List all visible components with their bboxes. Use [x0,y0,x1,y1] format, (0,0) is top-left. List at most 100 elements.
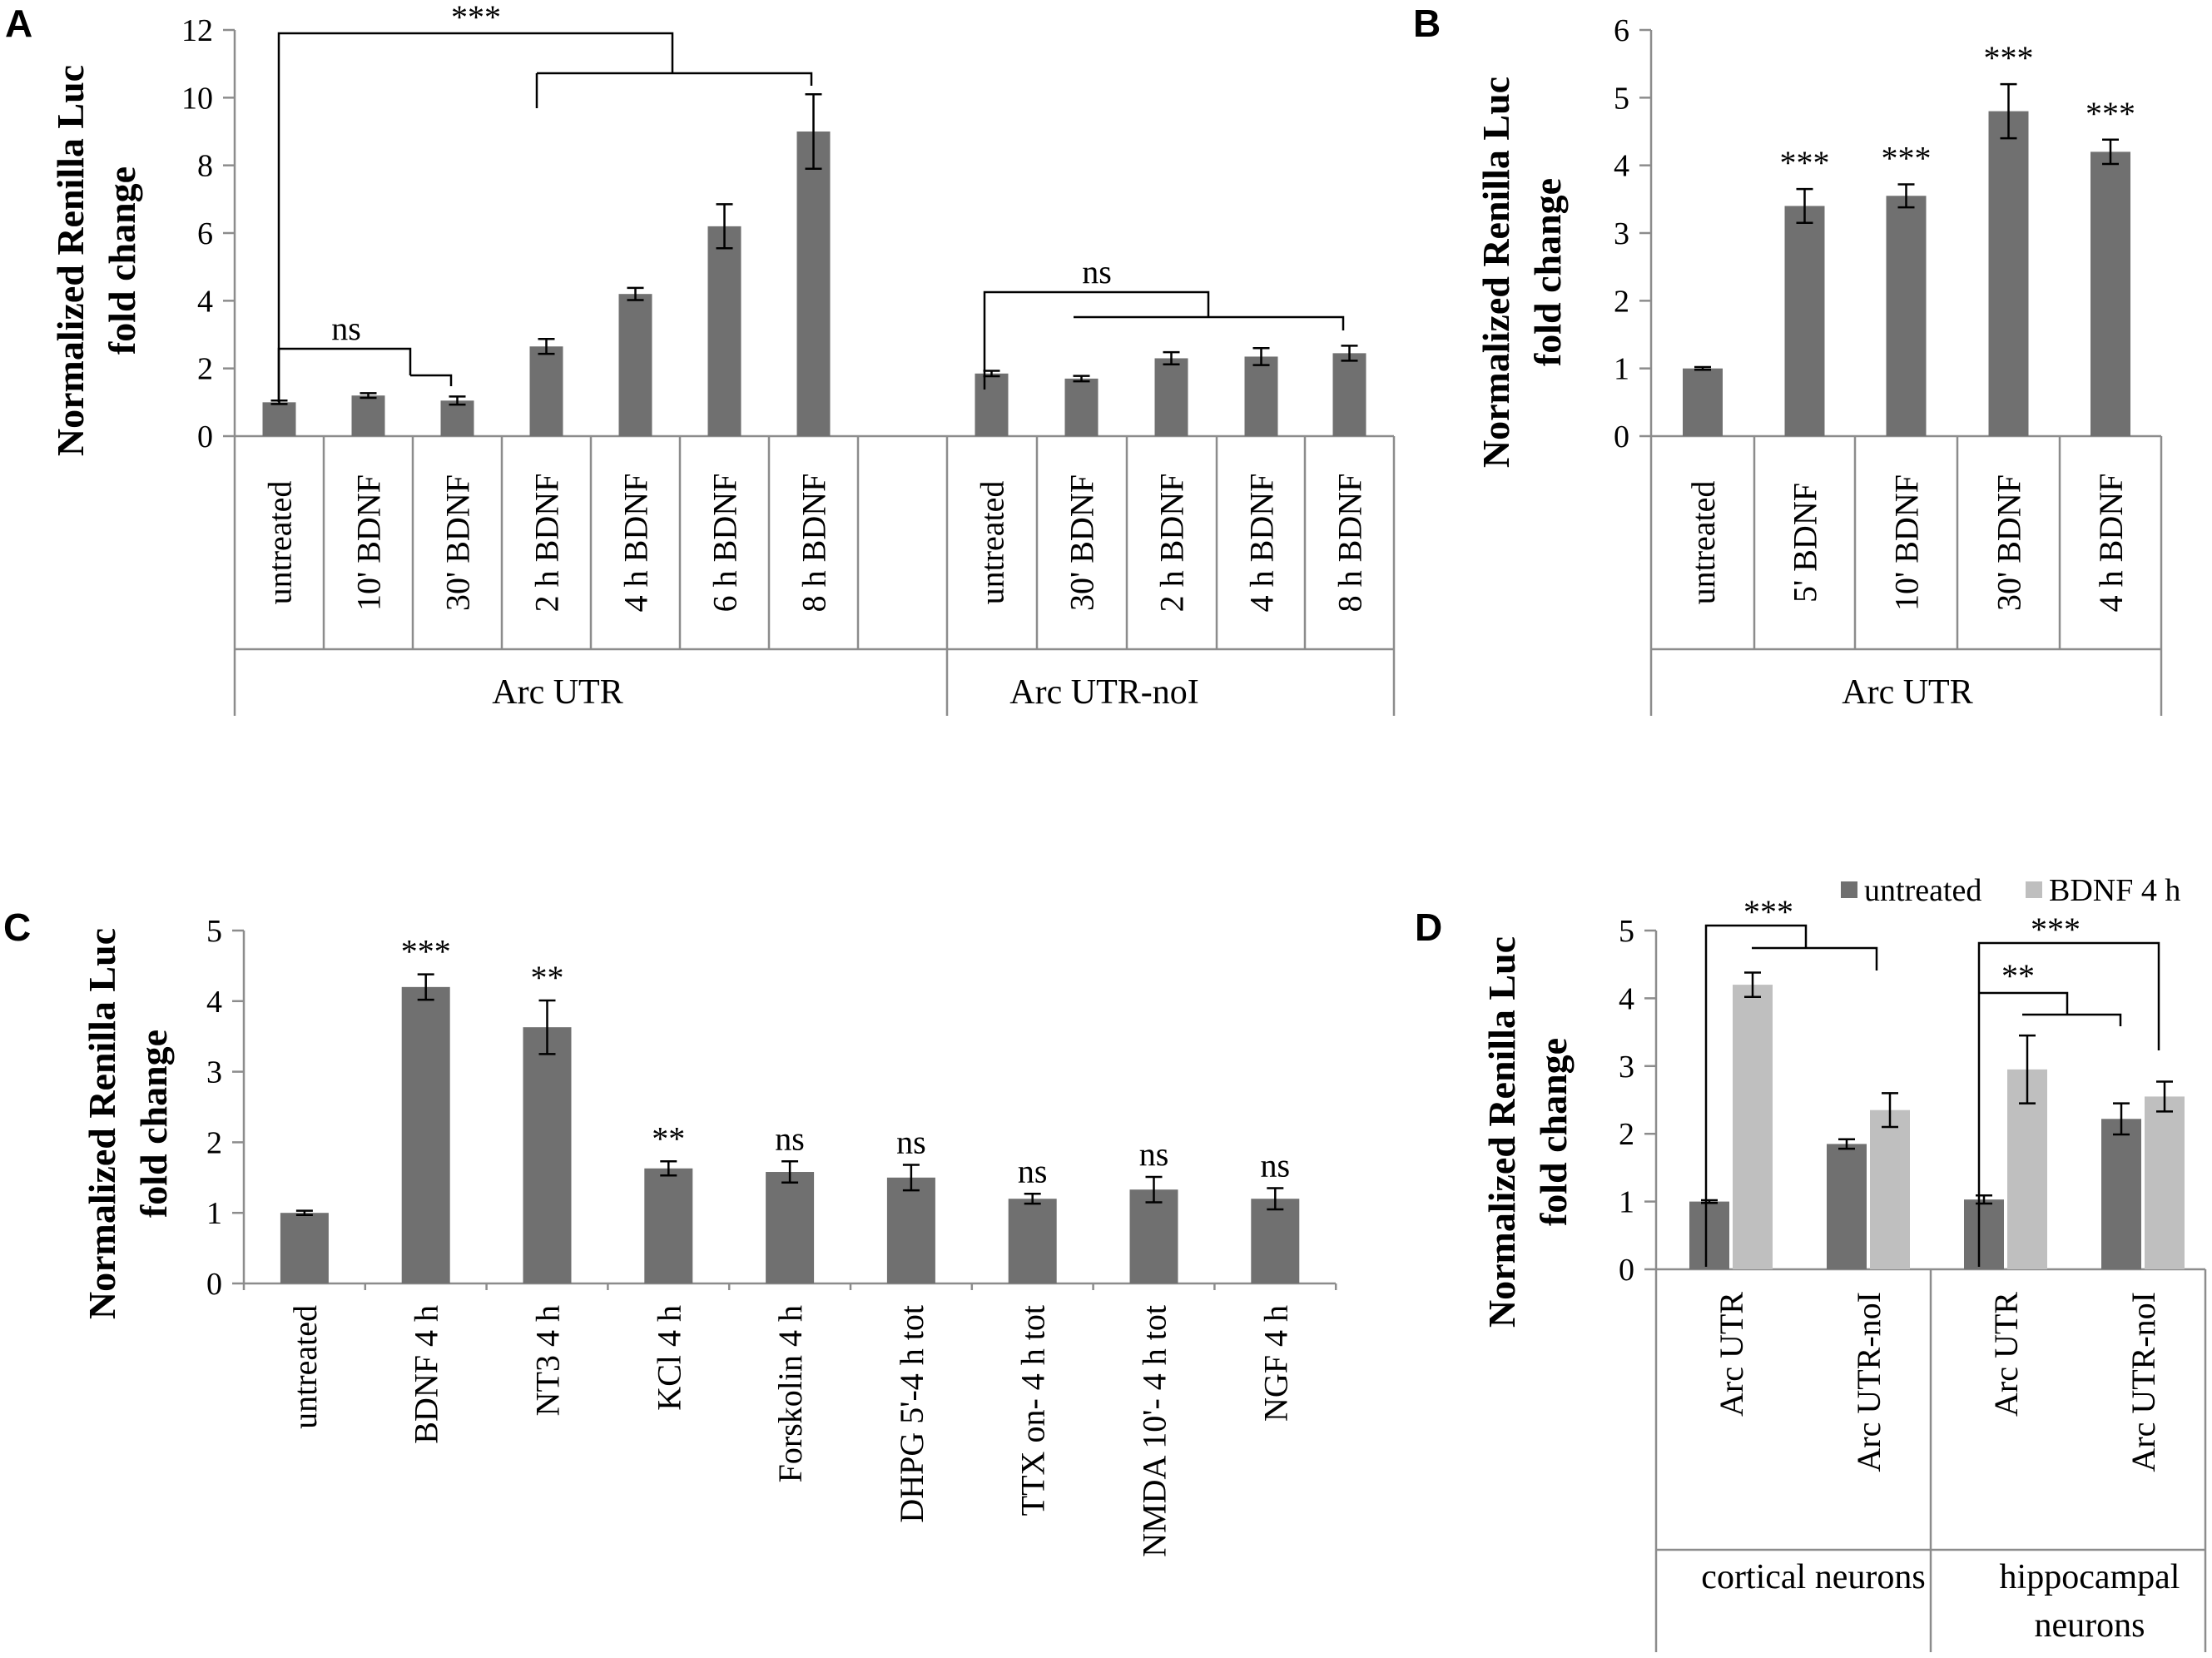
panel-a-bar-arc-utr-noi-8-h-bdnf [1332,353,1366,436]
panel-d: D Normalized Renilla Luc fold change 0 1 2… [1415,873,2207,1652]
panel-d-bar-cortical-neurons-arc-utr-noi-untreated [1827,1144,1867,1269]
panel-b-category-label: 4 h BDNF [2092,474,2130,613]
panel-a-bar-arc-utr-2-h-bdnf [529,346,563,436]
legend-label-bdnf-4h: BDNF 4 h [2049,873,2180,908]
panel-a-bracket-ns-right [983,290,1345,390]
panel-a-category-label: 4 h BDNF [617,474,655,613]
panel-a-category-label: 8 h BDNF [796,474,833,613]
panel-c-y-tick-label: 0 [206,1267,222,1302]
panel-b-group-label: Arc UTR [1842,673,1972,712]
panel-b-bar-untreated [1683,368,1723,436]
panel-c-y-tick-label: 2 [206,1125,222,1160]
panel-c-ylabel-line1: Normalized Renilla Luc [81,928,123,1319]
panel-c-significance-label: ns [1139,1135,1169,1173]
panel-c-bar-bdnf-4-h [401,986,450,1283]
panel-a-sig-ns-left: ns [331,310,361,347]
panel-d-category-labels: Arc UTR Arc UTR-noI Arc UTR Arc UTR-noI [1713,1292,2162,1472]
panel-d-bracket-cortical [1704,924,1878,1267]
panel-d-category-label: Arc UTR-noI [1850,1292,1887,1472]
panel-a: A Normalized Renilla Luc fold change 0 2 4… [5,0,1396,716]
panel-a-group-label-arc-utr: Arc UTR [492,673,622,712]
panel-c-significance-label: *** [401,933,451,970]
panel-a-y-tick-label: 6 [197,216,213,251]
panel-d-y-tick-label: 4 [1619,981,1634,1016]
panel-b-significance-label: *** [1780,144,1830,181]
panel-d-bar-hippocampal-neurons-arc-utr-noi-bdnf-4-h [2145,1096,2185,1269]
panel-b-category-label: 5' BDNF [1787,483,1824,603]
panel-c-axis-frame [242,1282,1337,1290]
panel-a-bracket-main [277,32,674,402]
panel-c-bars [280,973,1300,1283]
panel-c-y-tick-label: 5 [206,914,222,949]
panel-b-y-tick-label: 1 [1614,352,1629,387]
panel-c-bar-nmda-10-4-h-tot [1129,1189,1178,1283]
panel-c-y-tick-label: 4 [206,985,222,1020]
panel-c-category-label: NMDA 10'- 4 h tot [1136,1305,1173,1557]
panel-c-bar-kcl-4-h [644,1168,693,1283]
panel-b-category-label: 30' BDNF [1991,474,2028,611]
panel-c-y-tick-label: 1 [206,1196,222,1231]
panel-c-category-label: DHPG 5'-4 h tot [893,1305,930,1523]
panel-c-ylabel-line2: fold change [132,1030,175,1218]
panel-c-significance-label: ns [1261,1147,1291,1184]
panel-c-bar-ttx-on-4-h-tot [1008,1199,1057,1283]
panel-a-category-label: 30' BDNF [1064,474,1101,611]
panel-b-bar-4-h-bdnf [2090,151,2130,436]
panel-a-category-label: 30' BDNF [439,474,477,611]
panel-c-category-label: KCl 4 h [650,1305,687,1411]
panel-d-group-label-hippocampal-line2: neurons [2035,1606,2145,1645]
panel-c-category-label: NT3 4 h [529,1305,567,1416]
panel-a-category-labels: untreated 10' BDNF 30' BDNF 2 h BDNF 4 h BDN… [261,474,1369,613]
panel-d-bars [1689,971,2185,1269]
panel-a-category-label: untreated [261,481,299,605]
panel-b-significance-label: *** [1984,39,2034,77]
panel-d-bar-cortical-neurons-arc-utr-untreated [1689,1201,1729,1269]
panel-c-category-label: TTX on- 4 h tot [1014,1305,1052,1516]
panel-b-y-tick-label: 5 [1614,81,1629,116]
panel-b-letter: B [1413,2,1441,45]
panel-b-y-tick-label: 2 [1614,284,1629,319]
panel-d-bar-hippocampal-neurons-arc-utr-untreated [1964,1199,2004,1269]
panel-b-y-axis: 0 1 2 3 4 5 6 [1614,13,1653,454]
panel-a-y-tick-label: 10 [181,81,213,116]
panel-b-bar-5-bdnf [1784,206,1825,436]
panel-d-y-tick-label: 3 [1619,1050,1634,1085]
panel-a-bar-arc-utr-10-bdnf [351,395,385,436]
panel-a-bar-arc-utr-4-h-bdnf [618,294,652,436]
panel-c-y-tick-label: 3 [206,1055,222,1090]
panel-c-bar-nt3-4-h [523,1027,572,1283]
panel-d-letter: D [1415,906,1442,949]
panel-d-category-label: Arc UTR [1713,1292,1750,1417]
legend-label-untreated: untreated [1864,873,1981,908]
panel-d-sig-hippo-inner: ** [2001,957,2035,995]
panel-c-significance-label: ** [652,1119,685,1157]
panel-b-y-tick-label: 6 [1614,13,1629,48]
panel-a-y-tick-label: 4 [197,284,213,319]
panel-c-bar-untreated [280,1213,329,1283]
panel-a-bar-arc-utr-noi-2-h-bdnf [1154,358,1188,436]
panel-d-legend: untreated BDNF 4 h [1841,873,2180,908]
panel-b-category-label: untreated [1684,481,1722,605]
panel-a-bar-arc-utr-30-bdnf [440,400,474,436]
panel-a-category-label: 2 h BDNF [528,474,566,613]
panel-a-bar-arc-utr-6-h-bdnf [707,226,741,436]
panel-c: C Normalized Renilla Luc fold change 0 1 2… [3,906,1337,1557]
panel-d-significance-brackets [1704,924,2160,1267]
panel-a-y-tick-label: 0 [197,419,213,454]
panel-a-category-label: 2 h BDNF [1153,474,1191,613]
panel-a-bar-arc-utr-noi-untreated [975,373,1009,436]
panel-b-bar-10-bdnf [1886,196,1927,436]
panel-a-y-tick-label: 2 [197,352,213,387]
panel-d-sig-hippo-outer: *** [2031,911,2081,948]
panel-b: B Normalized Renilla Luc fold change 0 1 2… [1413,2,2163,716]
panel-d-bracket-hippo-outer [1977,941,2160,1267]
panel-a-ylabel-line2: fold change [101,166,143,355]
panel-a-bracket-ns-left [277,347,453,402]
panel-a-sig-main: *** [451,0,501,36]
panel-a-bar-arc-utr-8-h-bdnf [796,132,831,436]
panel-d-y-tick-label: 2 [1619,1117,1634,1152]
panel-c-category-label: Forskolin 4 h [771,1305,809,1482]
panel-d-y-tick-label: 1 [1619,1185,1634,1220]
panel-d-y-tick-label: 0 [1619,1253,1634,1288]
